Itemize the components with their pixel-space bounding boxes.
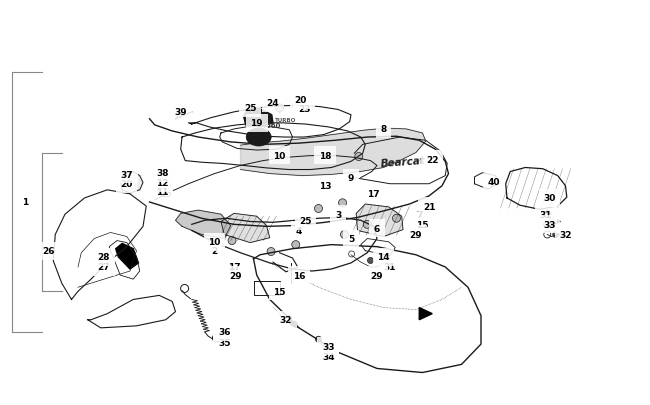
Text: 16: 16 xyxy=(292,271,306,280)
Text: 4: 4 xyxy=(296,226,302,235)
Text: 26: 26 xyxy=(42,247,55,256)
Text: 20: 20 xyxy=(120,180,133,189)
Text: 6: 6 xyxy=(374,224,380,233)
Text: 9: 9 xyxy=(348,174,354,183)
Text: 10: 10 xyxy=(208,238,221,247)
Text: 31: 31 xyxy=(384,263,396,272)
Text: TURBO: TURBO xyxy=(276,118,296,123)
Text: 27: 27 xyxy=(98,263,111,272)
Text: 32: 32 xyxy=(559,230,572,239)
Text: Bearcat: Bearcat xyxy=(380,156,426,168)
Circle shape xyxy=(315,205,322,213)
Text: 18: 18 xyxy=(318,151,332,160)
Text: 15: 15 xyxy=(273,287,286,296)
Text: 29: 29 xyxy=(370,271,383,280)
Circle shape xyxy=(228,237,236,245)
Text: 11: 11 xyxy=(156,188,169,197)
Text: 36: 36 xyxy=(218,328,231,337)
Polygon shape xyxy=(240,129,426,176)
Circle shape xyxy=(341,231,348,239)
Text: 40: 40 xyxy=(488,178,500,187)
Text: 21: 21 xyxy=(422,202,436,211)
Circle shape xyxy=(267,248,275,256)
Text: 28: 28 xyxy=(98,253,111,262)
Text: 38: 38 xyxy=(156,169,169,178)
Circle shape xyxy=(292,241,300,249)
Text: 8: 8 xyxy=(380,125,387,134)
Circle shape xyxy=(393,215,400,223)
Text: 2: 2 xyxy=(211,247,218,256)
Text: 24: 24 xyxy=(266,99,280,108)
Text: 35: 35 xyxy=(218,338,231,347)
Text: 31: 31 xyxy=(540,210,552,219)
Polygon shape xyxy=(551,218,560,226)
Text: 13: 13 xyxy=(318,182,332,191)
Text: 7: 7 xyxy=(416,210,422,219)
Text: 33: 33 xyxy=(322,342,335,351)
Polygon shape xyxy=(419,308,432,320)
Text: 12: 12 xyxy=(156,179,169,188)
Text: 32: 32 xyxy=(280,315,292,324)
Text: T660: T660 xyxy=(262,123,281,128)
Text: 10: 10 xyxy=(273,151,286,160)
Polygon shape xyxy=(221,214,270,243)
Text: 14: 14 xyxy=(377,253,390,262)
Circle shape xyxy=(367,258,374,264)
Circle shape xyxy=(315,337,322,342)
Text: 30: 30 xyxy=(543,194,556,203)
Polygon shape xyxy=(356,205,403,237)
Polygon shape xyxy=(244,109,273,128)
Text: 15: 15 xyxy=(416,220,429,229)
Text: 23: 23 xyxy=(298,105,311,114)
Text: 19: 19 xyxy=(250,119,263,128)
Ellipse shape xyxy=(246,129,271,147)
Circle shape xyxy=(355,153,363,161)
Text: 22: 22 xyxy=(426,156,439,164)
Circle shape xyxy=(552,232,559,238)
Text: 39: 39 xyxy=(174,108,187,117)
Circle shape xyxy=(291,321,297,327)
Polygon shape xyxy=(116,244,138,269)
Text: 37: 37 xyxy=(120,171,133,179)
Text: 5: 5 xyxy=(348,234,354,243)
Polygon shape xyxy=(120,172,143,194)
Polygon shape xyxy=(176,211,231,239)
Text: 33: 33 xyxy=(543,220,556,229)
Text: 25: 25 xyxy=(244,104,257,113)
Circle shape xyxy=(363,221,371,229)
Text: 1: 1 xyxy=(21,198,28,207)
Circle shape xyxy=(339,199,346,207)
Text: 17: 17 xyxy=(227,262,240,271)
Text: 17: 17 xyxy=(367,190,380,199)
Text: 29: 29 xyxy=(410,230,422,239)
Text: 20: 20 xyxy=(294,96,307,105)
Circle shape xyxy=(276,104,283,113)
Text: 29: 29 xyxy=(229,271,242,280)
Text: 34: 34 xyxy=(322,352,335,361)
Text: 3: 3 xyxy=(335,210,341,219)
Text: 25: 25 xyxy=(299,217,312,226)
